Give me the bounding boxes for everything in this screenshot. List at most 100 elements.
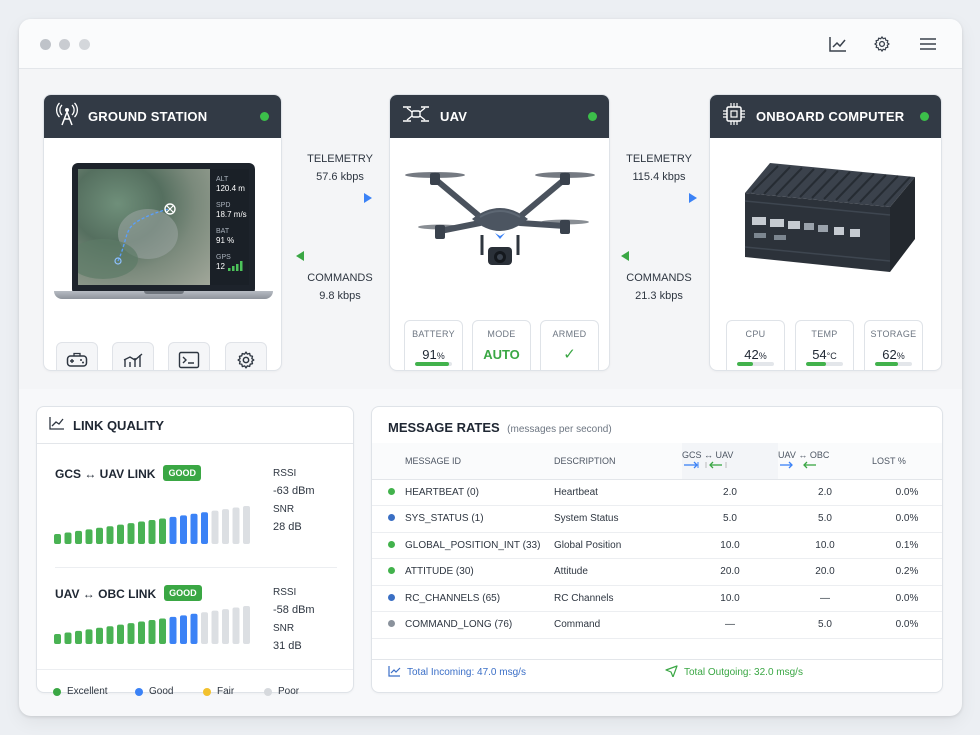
onboard-computer-title: ONBOARD COMPUTER <box>756 109 905 124</box>
table-row[interactable]: ATTITUDE (30) Attitude 20.0 20.0 0.2% <box>372 558 942 586</box>
gcs-uav-rate-cell: 2.0 <box>682 479 778 506</box>
col-message-id: MESSAGE ID <box>372 443 554 480</box>
uav-obc-rssi-value: -58 dBm <box>273 604 315 616</box>
signal-bar <box>211 510 219 544</box>
gear-icon[interactable] <box>871 33 893 55</box>
window-control-close[interactable] <box>40 39 51 50</box>
signal-bar <box>85 629 93 644</box>
signal-bar <box>190 513 198 544</box>
signal-bar <box>75 530 82 544</box>
commands-arrow-left <box>296 251 374 261</box>
mode-label: MODE <box>487 329 516 339</box>
signal-bar <box>201 612 208 644</box>
col-description: DESCRIPTION <box>554 443 682 480</box>
lost-cell: 0.0% <box>872 505 942 533</box>
message-rates-table: MESSAGE ID DESCRIPTION GCS ↔ UAV UAV ↔ O… <box>372 443 942 639</box>
legend-good: Good <box>135 686 173 697</box>
message-rates-title: MESSAGE RATES <box>388 420 500 435</box>
armed-stat: ARMED ✓ <box>540 320 599 370</box>
window-control-minimize[interactable] <box>59 39 70 50</box>
gps-signal-icon <box>228 261 243 271</box>
signal-bar <box>180 615 187 644</box>
telemetry-arrow-right-2 <box>619 193 697 203</box>
uav-obc-snr-label: SNR <box>273 623 295 634</box>
trend-icon <box>49 416 65 435</box>
armed-check-icon: ✓ <box>563 346 576 363</box>
uav-obc-snr-value: 31 dB <box>273 640 302 652</box>
uav-header: UAV <box>390 95 609 138</box>
signal-bar <box>159 618 166 644</box>
signal-bar <box>138 621 145 644</box>
gcs-uav-rssi-label: RSSI <box>273 468 297 479</box>
signal-bar <box>96 527 103 544</box>
onboard-computer-header: ONBOARD COMPUTER <box>710 95 941 138</box>
legend-divider <box>37 669 353 670</box>
computer-illustration <box>730 157 925 287</box>
signal-bar <box>117 624 124 644</box>
description-cell: Attitude <box>554 558 682 586</box>
window-control-maximize[interactable] <box>79 39 90 50</box>
table-row[interactable]: SYS_STATUS (1) System Status 5.0 5.0 0.0% <box>372 505 942 533</box>
gear-icon <box>236 350 256 371</box>
signal-bar <box>169 616 177 644</box>
mode-stat: MODE AUTO <box>472 320 531 370</box>
armed-label: ARMED <box>552 329 587 339</box>
gcs-uav-rate-cell: 10.0 <box>682 585 778 612</box>
cpu-value: 42% <box>744 347 767 362</box>
cpu-label: CPU <box>745 329 766 339</box>
totals-divider <box>372 659 942 660</box>
commands-arrow-left-2 <box>621 251 699 261</box>
storage-value: 62% <box>882 347 905 362</box>
obc-telemetry-rate: 115.4 kbps <box>632 171 686 183</box>
description-cell: Global Position <box>554 532 682 559</box>
signal-bar <box>75 630 82 644</box>
legend-excellent: Excellent <box>53 686 108 697</box>
gcs-commands-rate: 9.8 kbps <box>319 290 361 302</box>
description-cell: Heartbeat <box>554 479 682 506</box>
table-row[interactable]: COMMAND_LONG (76) Command —5.0 0.0% <box>372 611 942 639</box>
uav-status-dot <box>588 112 597 121</box>
signal-bar <box>106 526 114 544</box>
uav-obc-rate-cell: 5.0 <box>778 505 872 533</box>
col-uav-obc: UAV ↔ OBC <box>778 443 872 480</box>
gcs-uav-rssi-value: -63 dBm <box>273 485 315 497</box>
menu-icon[interactable] <box>917 33 939 55</box>
table-row[interactable]: HEARTBEAT (0) Heartbeat 2.0 2.0 0.0% <box>372 479 942 506</box>
lost-cell: 0.0% <box>872 479 942 506</box>
message-id-cell: RC_CHANNELS (65) <box>372 585 554 612</box>
gcs-telemetry-link: TELEMETRY 57.6 kbps <box>285 153 395 183</box>
obc-telemetry-label: TELEMETRY <box>626 153 692 165</box>
gcs-uav-rate-cell: 10.0 <box>682 532 778 559</box>
obc-commands-label: COMMANDS <box>626 272 692 284</box>
telemetry-arrow-right <box>294 193 372 203</box>
terminal-button[interactable] <box>168 342 210 371</box>
spd-label: SPD <box>216 202 231 209</box>
terminal-icon <box>178 351 200 371</box>
table-row[interactable]: GLOBAL_POSITION_INT (33) Global Position 1… <box>372 532 942 559</box>
legend-fair: Fair <box>203 686 234 697</box>
antenna-icon <box>55 102 79 131</box>
col-lost: LOST % <box>872 443 942 480</box>
uav-obc-rate-cell: 10.0 <box>778 532 872 559</box>
table-row[interactable]: RC_CHANNELS (65) RC Channels 10.0—0.0% <box>372 585 942 612</box>
lost-cell: 0.0% <box>872 611 942 639</box>
status-dot <box>388 593 395 601</box>
message-rates-subtitle: (messages per second) <box>507 424 612 435</box>
gs-settings-button[interactable] <box>225 342 267 371</box>
total-outgoing: Total Outgoing: 32.0 msg/s <box>665 665 803 680</box>
analytics-button[interactable] <box>112 342 154 370</box>
gcs-uav-signal-bars <box>54 506 250 544</box>
status-dot <box>388 514 395 522</box>
onboard-status-dot <box>920 112 929 121</box>
uav-card: UAV BATTE <box>389 94 610 371</box>
battery-bar <box>415 362 452 366</box>
uav-obc-link-badge: GOOD <box>164 585 202 601</box>
signal-bar <box>169 516 177 544</box>
chart-icon[interactable] <box>827 33 849 55</box>
ground-station-title: GROUND STATION <box>88 109 208 124</box>
drone-illustration <box>400 147 600 277</box>
table-header-row: MESSAGE ID DESCRIPTION GCS ↔ UAV UAV ↔ O… <box>372 443 942 480</box>
uav-obc-rate-cell: 5.0 <box>778 611 872 639</box>
controller-button[interactable] <box>56 342 98 370</box>
bidirectional-arrows-icon <box>684 461 727 469</box>
